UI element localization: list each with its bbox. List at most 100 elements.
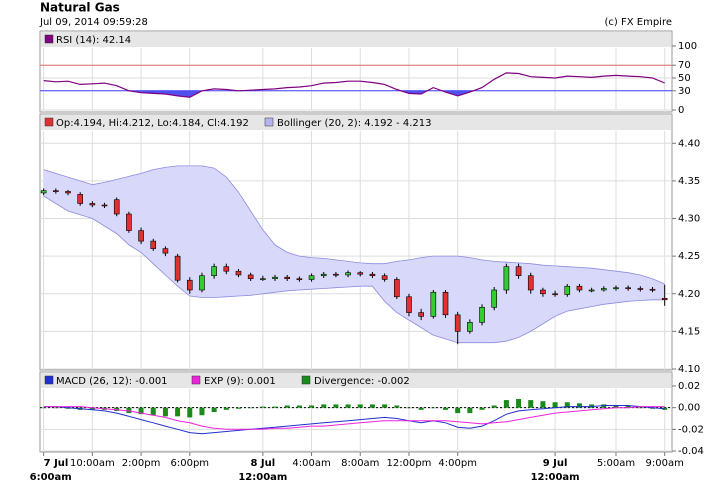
- candle-body: [442, 291, 449, 316]
- candle-body: [552, 293, 558, 296]
- divergence-bar: [589, 404, 595, 408]
- y-tick-label: -0.04: [678, 446, 704, 457]
- divergence-bar: [114, 407, 120, 411]
- legend-swatch: [301, 375, 311, 385]
- divergence-bar: [65, 407, 71, 409]
- x-tick-label: 10:00am: [70, 458, 115, 469]
- candle-body: [174, 255, 181, 281]
- divergence-bar: [89, 407, 95, 410]
- divergence-bar: [601, 404, 607, 408]
- x-tick-label: 4:00pm: [438, 458, 477, 469]
- divergence-bar: [613, 405, 619, 408]
- candle-body: [126, 213, 132, 231]
- divergence-bar: [540, 401, 546, 408]
- y-tick-label: 4.25: [678, 251, 700, 262]
- divergence-bar: [260, 406, 266, 408]
- divergence-bar: [467, 407, 473, 414]
- bollinger-upper: [43, 165, 665, 285]
- divergence-bar: [394, 405, 400, 408]
- divergence-bar: [296, 405, 302, 408]
- divergence-bar: [576, 403, 582, 408]
- y-tick-label: 70: [678, 60, 691, 71]
- divergence-bar: [382, 404, 388, 408]
- candle-body: [223, 266, 230, 272]
- candle-body: [113, 199, 120, 215]
- candle-body: [235, 270, 242, 276]
- divergence-bar: [321, 404, 327, 408]
- candle-body: [540, 289, 546, 295]
- x-tick-date: 8 Jul: [250, 458, 275, 469]
- divergence-bar: [211, 407, 217, 412]
- candle-body: [199, 275, 205, 291]
- x-tick-date: 9 Jul: [543, 458, 568, 469]
- candle-body: [320, 273, 327, 277]
- legend-label: MACD (26, 12): -0.001: [56, 376, 168, 387]
- candle-body: [467, 322, 473, 332]
- divergence-bar: [369, 404, 375, 408]
- candle-body: [479, 307, 485, 323]
- candle-body: [53, 190, 59, 192]
- divergence-bar: [126, 407, 132, 414]
- candle-body: [649, 288, 656, 291]
- candle-body: [406, 296, 412, 313]
- divergence-bar: [528, 400, 534, 408]
- divergence-bar: [552, 402, 558, 408]
- y-tick-label: 50: [678, 73, 691, 84]
- divergence-bar: [138, 407, 144, 415]
- legend-swatch: [44, 34, 54, 44]
- bollinger-band: [43, 165, 665, 343]
- candle-body: [247, 274, 254, 280]
- candle-body: [393, 279, 400, 298]
- divergence-bar: [223, 407, 229, 410]
- plot-area: [40, 389, 672, 452]
- timestamp: Jul 09, 2014 09:59:28: [39, 17, 148, 28]
- x-tick-label: 6:00pm: [171, 458, 210, 469]
- candle-body: [491, 289, 498, 308]
- divergence-bar: [491, 405, 497, 408]
- x-tick-label: 12:00am: [238, 472, 287, 483]
- y-tick-label: 0: [678, 105, 684, 116]
- y-tick-label: 4.40: [678, 138, 700, 149]
- divergence-bar: [175, 407, 181, 417]
- legend-swatch: [264, 117, 274, 127]
- panel-header: [41, 115, 671, 130]
- legend-label: RSI (14): 42.14: [56, 35, 131, 46]
- divergence-bar: [248, 407, 254, 409]
- candle-body: [101, 204, 108, 207]
- candle-body: [89, 203, 96, 206]
- candle-body: [588, 289, 595, 292]
- candle-body: [308, 275, 315, 280]
- candle-body: [503, 266, 510, 291]
- bollinger-lower: [43, 195, 665, 344]
- plot-area: [40, 131, 672, 370]
- divergence-bar: [564, 402, 570, 408]
- legend-swatch: [191, 375, 201, 385]
- macd-line: [43, 405, 665, 435]
- divergence-bar: [430, 407, 436, 409]
- candle-body: [369, 273, 376, 277]
- legend-label: EXP (9): 0.001: [204, 376, 276, 387]
- candle-body: [454, 314, 461, 332]
- divergence-bar: [455, 407, 461, 414]
- x-tick-label: 5:00am: [597, 458, 635, 469]
- divergence-bar: [284, 405, 290, 408]
- x-tick-date: 7 Jul: [44, 458, 69, 469]
- macd-line: [43, 406, 665, 430]
- source: (c) FX Empire: [605, 17, 673, 28]
- y-tick-label: 100: [678, 41, 697, 52]
- x-tick-label: 2:00pm: [122, 458, 161, 469]
- divergence-bar: [41, 407, 47, 409]
- candle-body: [661, 297, 668, 301]
- divergence-bar: [309, 405, 315, 408]
- candle-body: [260, 278, 266, 281]
- y-tick-label: -0.02: [678, 424, 704, 435]
- x-tick-label: 12:00am: [531, 472, 580, 483]
- candle-body: [296, 278, 303, 281]
- candle-body: [430, 291, 437, 317]
- candle-body: [576, 285, 583, 291]
- legend-label: Op:4.194, Hi:4.212, Lo:4.184, Cl:4.192: [56, 118, 249, 129]
- candle-body: [77, 194, 83, 204]
- candle-body: [40, 190, 47, 194]
- divergence-bar: [357, 404, 363, 408]
- candle-body: [527, 275, 534, 291]
